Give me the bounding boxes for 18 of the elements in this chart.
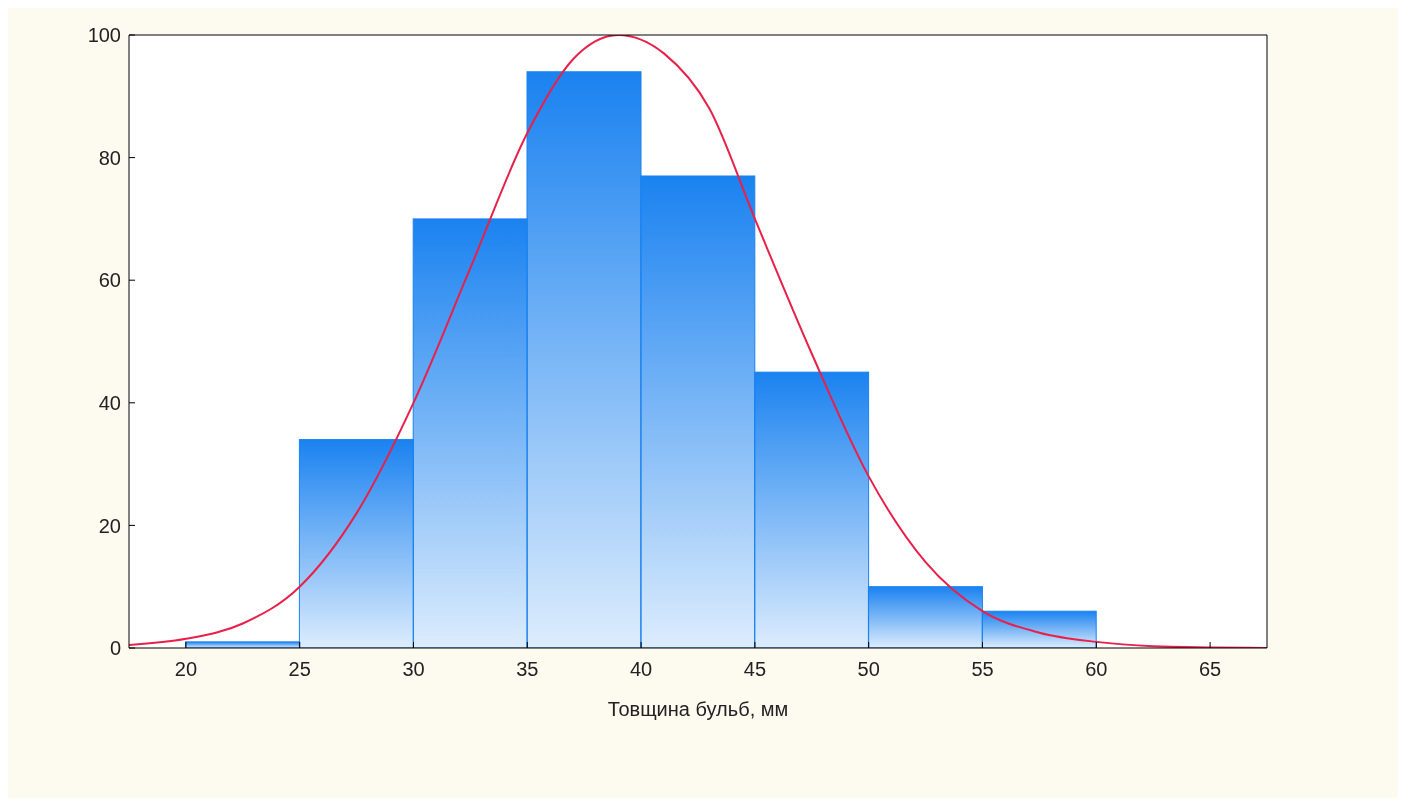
x-tick-label: 20 bbox=[174, 658, 198, 681]
y-tick-label: 60 bbox=[98, 269, 121, 292]
y-tick-label: 0 bbox=[109, 637, 121, 660]
x-axis-title: Товщина бульб, мм bbox=[607, 698, 789, 720]
x-tick-label: 55 bbox=[971, 658, 994, 681]
y-tick-label: 100 bbox=[87, 24, 121, 47]
x-tick-label: 45 bbox=[743, 658, 767, 681]
x-tick-label: 50 bbox=[857, 658, 880, 681]
x-tick-label: 25 bbox=[288, 658, 311, 681]
x-tick-label: 65 bbox=[1198, 658, 1222, 681]
y-tick-label: 20 bbox=[98, 514, 121, 537]
y-tick-label: 40 bbox=[98, 391, 121, 414]
x-tick-label: 30 bbox=[402, 658, 425, 681]
line-series bbox=[129, 35, 1267, 648]
x-tick-label: 40 bbox=[629, 658, 653, 681]
x-tick-label: 60 bbox=[1085, 658, 1108, 681]
y-tick-label: 80 bbox=[98, 146, 121, 169]
x-tick-label: 35 bbox=[516, 658, 539, 681]
